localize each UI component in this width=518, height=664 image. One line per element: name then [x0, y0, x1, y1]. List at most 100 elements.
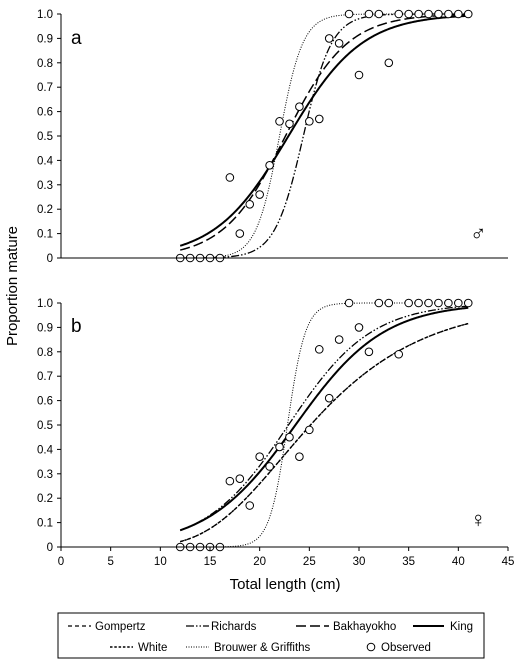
panel-b-tag: b: [71, 316, 82, 337]
observed-point: [255, 190, 264, 199]
legend-swatch-observed: [366, 642, 376, 652]
observed-point: [245, 501, 255, 510]
y-tick-label: 0.2: [37, 204, 53, 216]
y-tick-label: 0.3: [37, 180, 53, 192]
observed-point: [305, 425, 314, 435]
legend-entry-brouwer: Brouwer & Griffiths: [186, 642, 311, 654]
legend-label-white: White: [138, 642, 167, 654]
observed-point: [295, 452, 304, 462]
observed-point: [354, 70, 364, 80]
y-tick-label: 0.1: [37, 229, 53, 241]
legend-label-brouwer: Brouwer & Griffiths: [214, 642, 311, 654]
curve-king: [179, 14, 469, 247]
legend-entry-king: King: [413, 621, 473, 633]
observed-point: [285, 432, 294, 442]
x-axis-ticks: 0 5 10 15 20 25 30 35 40 45: [58, 547, 515, 568]
y-tick-label: 0.3: [37, 469, 53, 481]
observed-point: [434, 298, 443, 308]
x-tick-label: 15: [204, 556, 217, 568]
observed-point: [374, 9, 384, 19]
observed-point: [414, 9, 423, 19]
y-tick-label: 0.9: [37, 33, 53, 45]
observed-point: [364, 347, 374, 357]
y-tick-label: 0.5: [37, 131, 53, 143]
panel-a-y-ticks: 0 0.1 0.2 0.3 0.4 0.5 0.6 0.7 0.8 0.9 1.0: [37, 9, 61, 265]
x-tick-label: 40: [452, 556, 465, 568]
panel-a-tag: a: [71, 28, 82, 49]
observed-point: [314, 114, 324, 124]
panel-a: 0 0.1 0.2 0.3 0.4 0.5 0.6 0.7 0.8 0.9 1.0 a ♂: [37, 9, 508, 265]
observed-point: [444, 9, 453, 19]
observed-point: [265, 462, 274, 471]
panel-b-curves: [179, 302, 469, 548]
observed-point: [404, 298, 413, 308]
x-tick-label: 30: [353, 556, 366, 568]
observed-point: [463, 9, 473, 19]
observed-point: [235, 229, 245, 238]
curve-bakhayokho: [180, 13, 469, 251]
observed-point: [245, 200, 255, 209]
curve-richards: [180, 13, 469, 259]
observed-point: [454, 9, 463, 19]
legend-entry-richards: Richards: [186, 621, 257, 633]
legend-label-richards: Richards: [211, 621, 257, 633]
x-tick-label: 45: [502, 556, 515, 568]
observed-point: [384, 58, 394, 68]
y-tick-label: 0.2: [37, 493, 53, 505]
observed-point: [265, 160, 274, 170]
x-tick-label: 10: [154, 556, 167, 568]
panel-a-curves: [179, 13, 469, 259]
observed-point: [334, 335, 344, 344]
legend-box: [57, 612, 485, 659]
y-tick-label: 0.8: [37, 58, 53, 70]
observed-point: [444, 298, 453, 308]
legend-label-bakhayokho: Bakhayokho: [333, 621, 396, 633]
x-tick-label: 35: [402, 556, 415, 568]
y-tick-label: 0: [47, 253, 53, 265]
panel-b-female-symbol: ♀: [470, 507, 487, 532]
legend-label-gompertz: Gompertz: [95, 621, 146, 633]
observed-point: [225, 173, 235, 182]
observed-point: [344, 9, 354, 19]
panel-b: 0 0.1 0.2 0.3 0.4 0.5 0.6 0.7 0.8 0.9 1.0 b ♀: [37, 298, 508, 554]
y-tick-label: 1.0: [37, 298, 53, 310]
observed-point: [404, 9, 413, 19]
y-tick-label: 0.9: [37, 322, 53, 334]
observed-point: [275, 117, 284, 126]
curve-brouwer: [180, 302, 469, 548]
x-axis-title: Total length (cm): [230, 576, 341, 593]
curve-richards: [179, 305, 469, 531]
y-tick-label: 0.4: [37, 444, 54, 456]
legend-label-king: King: [450, 621, 473, 633]
y-axis-title: Proportion mature: [4, 226, 21, 346]
observed-point: [414, 298, 423, 308]
legend-entry-white: White: [110, 642, 167, 654]
observed-point: [225, 476, 235, 486]
panel-b-y-ticks: 0 0.1 0.2 0.3 0.4 0.5 0.6 0.7 0.8 0.9 1.0: [37, 298, 61, 554]
observed-point: [394, 349, 404, 359]
curve-brouwer: [180, 13, 469, 259]
curve-white: [180, 322, 469, 543]
observed-point: [285, 119, 294, 129]
panel-a-male-symbol: ♂: [470, 221, 487, 246]
observed-point: [434, 9, 443, 19]
x-tick-label: 0: [58, 556, 64, 568]
legend: Gompertz Richards Bakhayokho King White …: [57, 612, 485, 659]
observed-point: [295, 102, 304, 112]
observed-point: [305, 117, 314, 126]
observed-point: [314, 345, 324, 354]
observed-point: [275, 442, 284, 452]
observed-point: [354, 323, 364, 332]
observed-point: [324, 393, 334, 403]
x-tick-label: 20: [253, 556, 266, 568]
y-tick-label: 1.0: [37, 9, 53, 21]
legend-entry-bakhayokho: Bakhayokho: [296, 621, 396, 633]
observed-point: [424, 9, 433, 19]
x-tick-label: 5: [107, 556, 113, 568]
observed-point: [235, 474, 245, 483]
curve-king: [179, 306, 469, 532]
observed-point: [344, 298, 354, 308]
observed-point: [364, 9, 374, 19]
observed-point: [255, 452, 264, 462]
